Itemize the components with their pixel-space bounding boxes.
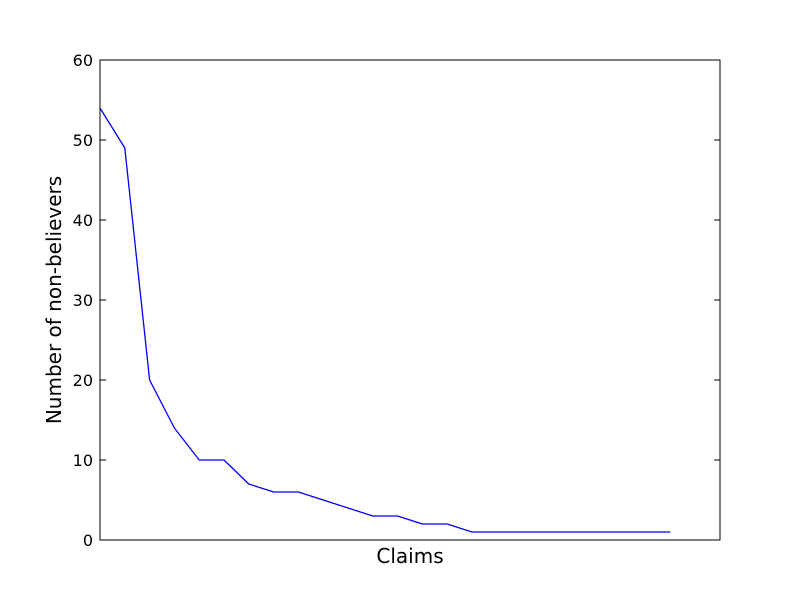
tick-layer: 0 10 20 30 40 50 60 (73, 51, 720, 550)
series-layer (99, 107, 671, 533)
y-tick-label: 60 (73, 51, 93, 70)
series-line (99, 107, 671, 533)
y-tick-label: 10 (73, 451, 93, 470)
y-tick-label: 0 (83, 531, 93, 550)
y-tick-label: 50 (73, 131, 93, 150)
y-tick-label: 40 (73, 211, 93, 230)
y-axis-label: Number of non-believers (42, 176, 66, 424)
x-axis-label: Claims (376, 544, 443, 568)
plot-frame (99, 59, 721, 541)
y-tick-label: 30 (73, 291, 93, 310)
y-tick-label: 20 (73, 371, 93, 390)
